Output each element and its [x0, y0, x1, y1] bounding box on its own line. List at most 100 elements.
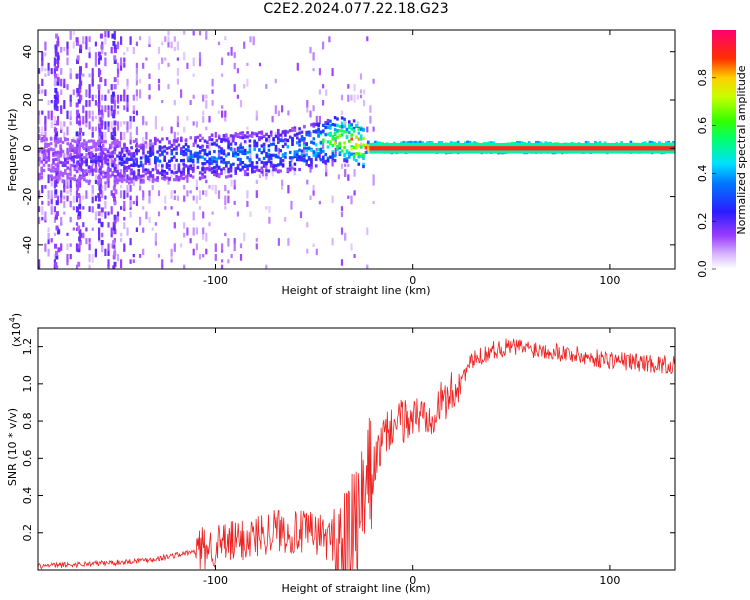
heatmap-cell — [367, 144, 370, 149]
heatmap-cell — [322, 129, 325, 133]
heatmap-cell — [101, 170, 105, 175]
heatmap-cell — [300, 158, 304, 162]
heatmap-cell — [629, 140, 633, 144]
heatmap-cell — [113, 174, 117, 180]
heatmap-cell — [42, 138, 46, 142]
heatmap-cell — [110, 243, 113, 249]
heatmap-cell — [85, 238, 88, 245]
heatmap-cell — [353, 190, 356, 196]
heatmap-cell — [116, 178, 119, 182]
heatmap-cell — [177, 178, 181, 182]
heatmap-cell — [120, 150, 124, 154]
heatmap-cell — [112, 243, 116, 249]
heatmap-cell — [203, 139, 207, 143]
heatmap-cell — [98, 57, 101, 65]
heatmap-cell — [107, 248, 110, 256]
heatmap-cell — [202, 211, 205, 219]
heatmap-cell — [97, 147, 100, 151]
heatmap-cell — [60, 121, 63, 130]
heatmap-cell — [110, 206, 113, 215]
heatmap-cell — [196, 165, 200, 169]
heatmap-cell — [111, 150, 114, 154]
heatmap-cell — [366, 147, 369, 154]
heatmap-cell — [132, 110, 135, 115]
heatmap-cell — [300, 137, 304, 141]
heatmap-cell — [82, 36, 85, 45]
heatmap-cell — [38, 216, 41, 225]
heatmap-cell — [307, 164, 311, 168]
heatmap-cell — [305, 153, 308, 157]
heatmap-cell — [120, 161, 124, 165]
heatmap-cell — [40, 175, 43, 180]
heatmap-cell — [110, 121, 113, 130]
heatmap-cell — [220, 171, 223, 175]
heatmap-cell — [129, 200, 132, 208]
heatmap-cell — [338, 144, 342, 148]
heatmap-cell — [466, 140, 469, 144]
heatmap-cell — [241, 146, 245, 150]
heatmap-cell — [97, 142, 100, 146]
heatmap-cell — [165, 151, 169, 155]
heatmap-cell — [241, 165, 245, 169]
heatmap-cell — [57, 229, 61, 235]
heatmap-cell — [69, 110, 72, 117]
heatmap-cell — [170, 157, 174, 161]
heatmap-cell — [113, 77, 117, 83]
heatmap-cell — [156, 138, 159, 142]
heatmap-cell — [82, 131, 85, 136]
heatmap-cell — [189, 164, 193, 168]
heatmap-cell — [56, 115, 60, 123]
heatmap-cell — [201, 162, 204, 166]
heatmap-cell — [97, 51, 101, 57]
heatmap-cell — [236, 94, 239, 99]
heatmap-cell — [139, 216, 142, 226]
heatmap-cell — [104, 175, 107, 179]
heatmap-cell — [260, 151, 264, 155]
heatmap-cell — [142, 137, 145, 144]
snr-y-multiplier-exp: 4 — [8, 317, 17, 322]
heatmap-cell — [161, 164, 164, 168]
heatmap-cell — [45, 138, 48, 142]
heatmap-cell — [189, 136, 193, 140]
heatmap-cell — [163, 175, 166, 179]
heatmap-cell — [205, 31, 208, 39]
heatmap-cell — [52, 169, 55, 173]
heatmap-cell — [142, 148, 145, 152]
heatmap-cell — [42, 163, 46, 167]
heatmap-cell — [312, 124, 316, 128]
heatmap-cell — [236, 133, 240, 137]
heatmap-cell — [241, 133, 245, 137]
heatmap-cell — [142, 227, 145, 233]
heatmap-cell — [312, 150, 316, 154]
heatmap-cell — [333, 141, 337, 145]
heatmap-cell — [78, 166, 81, 171]
heatmap-cell — [303, 137, 306, 141]
heatmap-cell — [222, 166, 226, 171]
heatmap-cell — [139, 178, 143, 182]
heatmap-cell — [123, 131, 126, 140]
heatmap-cell — [362, 162, 365, 166]
heatmap-cell — [170, 158, 174, 162]
heatmap-cell — [336, 117, 339, 121]
heatmap-cell — [173, 195, 176, 201]
heatmap-cell — [274, 105, 277, 114]
heatmap-cell — [220, 156, 223, 160]
heatmap-cell — [340, 110, 344, 115]
snr-y-tick-label: 1.2 — [21, 338, 34, 356]
heatmap-cell — [44, 115, 47, 124]
heatmap-cell — [69, 121, 72, 126]
heatmap-cell — [518, 141, 521, 145]
heatmap-cell — [107, 110, 110, 118]
heatmap-cell — [221, 264, 224, 269]
heatmap-ridge-core — [369, 146, 675, 151]
heatmap-cell — [260, 136, 264, 140]
heatmap-cell — [54, 151, 58, 155]
heatmap-cell — [88, 73, 91, 78]
heatmap-cell — [47, 110, 50, 120]
heatmap-cell — [255, 165, 259, 169]
heatmap-cell — [98, 167, 102, 173]
heatmap-cell — [183, 52, 186, 61]
heatmap-cell — [113, 177, 117, 181]
heatmap-cell — [80, 168, 84, 172]
heatmap-cell — [233, 185, 236, 190]
